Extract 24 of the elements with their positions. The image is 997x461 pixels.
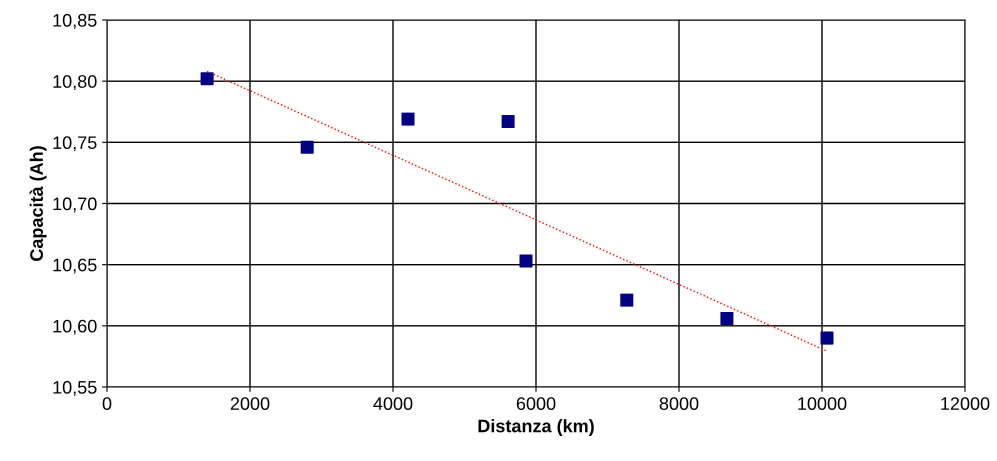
- point: [720, 312, 734, 325]
- x-tick-label: 2000: [230, 397, 270, 410]
- y-tick-label: 10,85: [53, 14, 97, 29]
- x-axis-title: Distanza (km): [478, 419, 594, 436]
- y-tick-label: 10,75: [53, 136, 97, 152]
- y-tick-label: 10,80: [53, 75, 97, 90]
- x-tick-label: 8000: [660, 397, 698, 410]
- point: [502, 115, 515, 128]
- x-tick-label: 10000: [798, 397, 846, 410]
- y-tick-label: 10,70: [53, 197, 97, 212]
- x-tick-label: 6000: [516, 397, 556, 410]
- x-tick-label: 0: [102, 397, 112, 410]
- x-tick-label: 12000: [941, 397, 990, 410]
- y-axis-title: Capacità (Ah): [30, 146, 47, 261]
- point: [200, 72, 214, 86]
- point: [402, 112, 415, 126]
- point: [519, 254, 532, 268]
- point: [820, 332, 834, 345]
- point: [620, 294, 634, 307]
- x-tick-label: 4000: [373, 397, 412, 410]
- point: [300, 140, 314, 154]
- y-tick-label: 10,65: [53, 258, 97, 274]
- y-tick-label: 10,60: [53, 320, 97, 335]
- y-tick-label: 10,55: [53, 380, 97, 396]
